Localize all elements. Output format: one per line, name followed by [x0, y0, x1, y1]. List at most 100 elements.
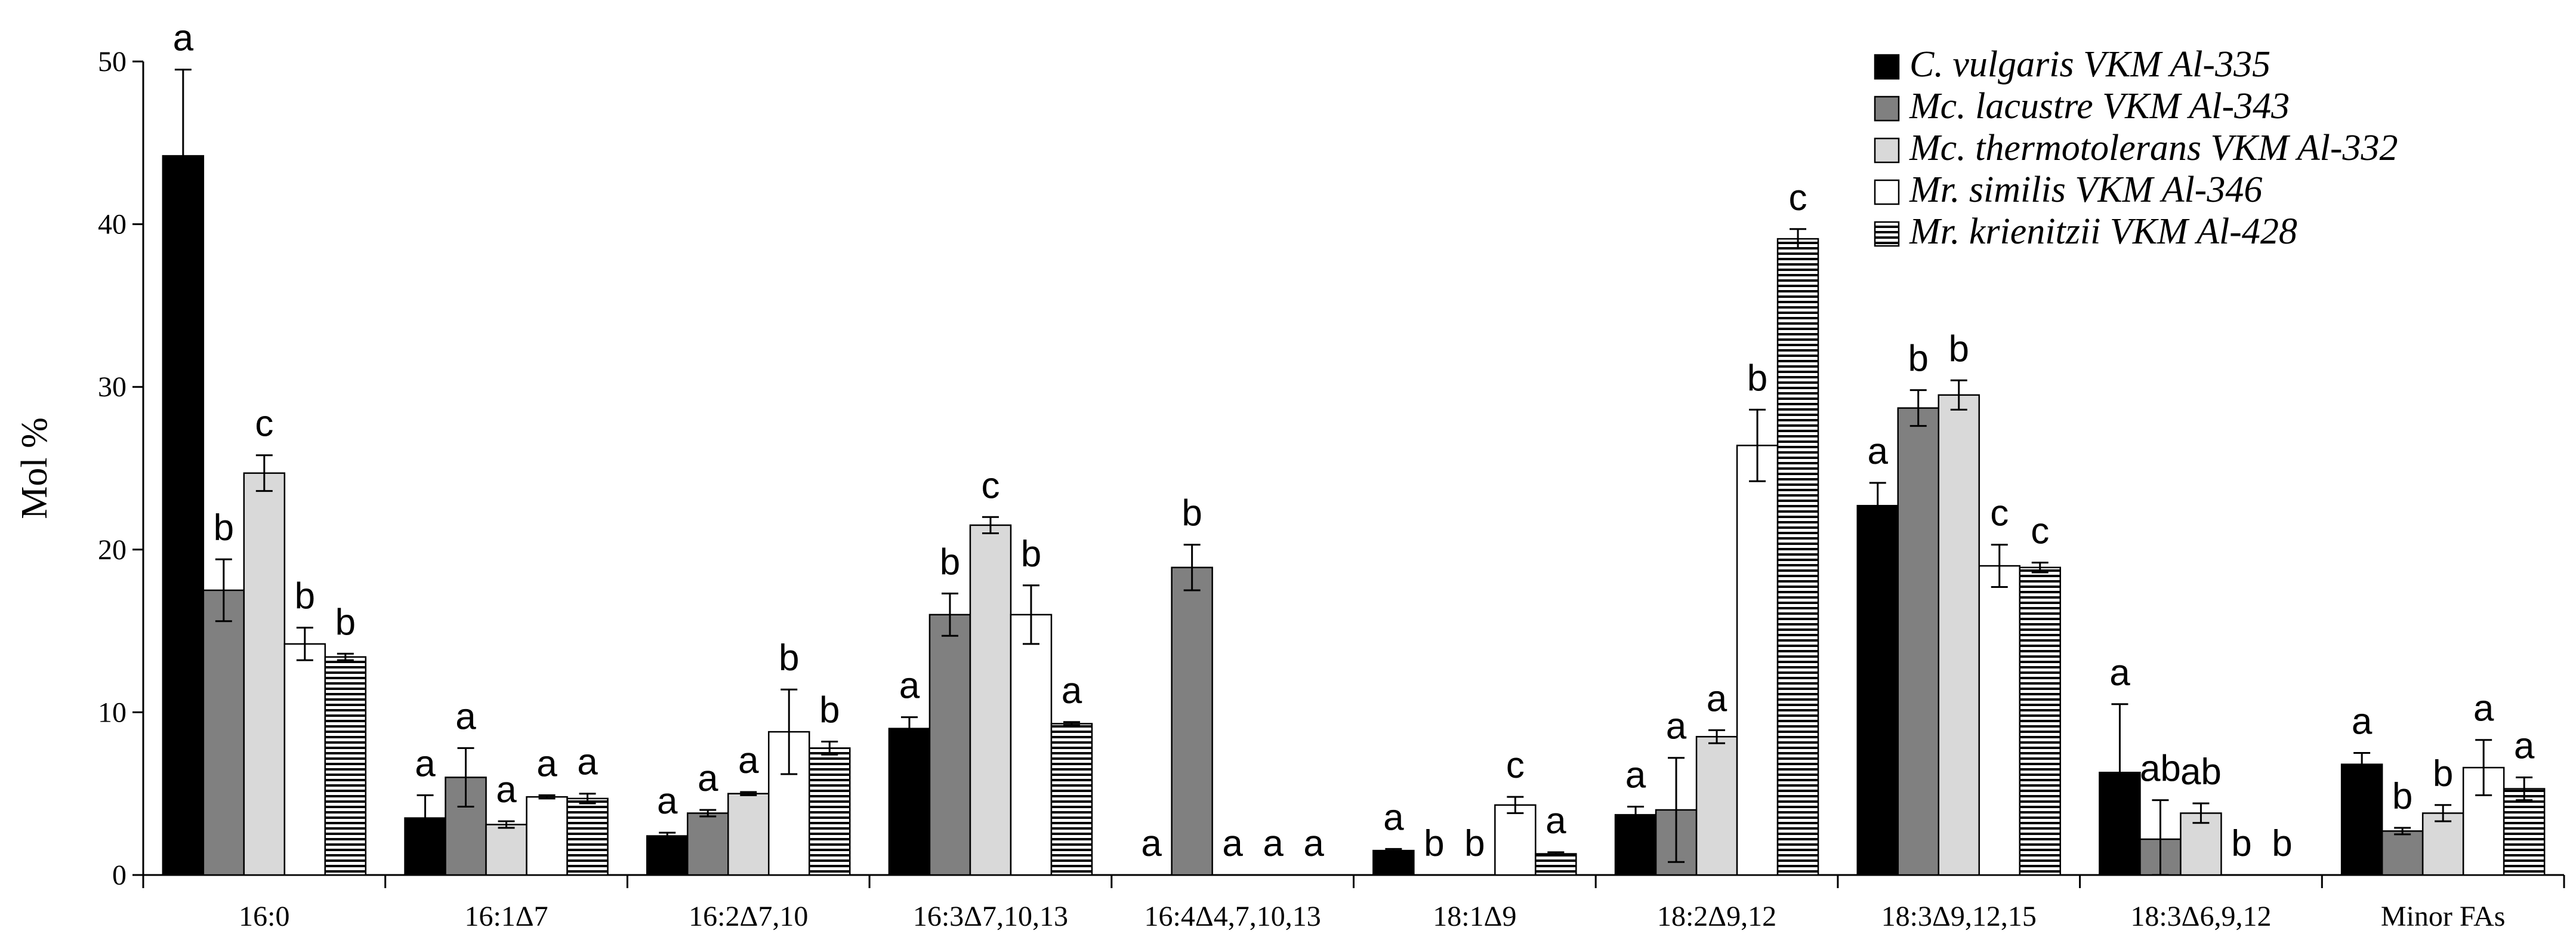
y-tick-label: 0 [112, 859, 127, 891]
significance-label: a [1222, 823, 1243, 864]
significance-label: ab [2140, 748, 2181, 790]
bar [526, 796, 568, 876]
bar [1736, 445, 1779, 876]
x-tick-label: 16:0 [239, 901, 289, 932]
significance-label: a [2352, 701, 2373, 742]
legend-swatch [1874, 221, 1900, 247]
legend-label: Mc. lacustre VKM Al-343 [1909, 86, 2290, 127]
significance-label: a [1868, 431, 1889, 472]
bar [324, 656, 367, 876]
significance-label: b [295, 576, 315, 617]
significance-label: b [1181, 493, 1202, 534]
bar [2019, 566, 2061, 876]
significance-label: a [698, 758, 718, 799]
x-tick-label: 16:2Δ7,10 [689, 901, 808, 932]
bar [2421, 812, 2464, 876]
bar [1494, 804, 1537, 876]
y-tick-label: 30 [98, 371, 127, 403]
y-axis-title: Mol % [14, 417, 55, 519]
significance-label: a [1263, 823, 1284, 864]
bar [1776, 238, 1819, 876]
significance-label: b [1021, 534, 1041, 575]
bar [1171, 566, 1213, 876]
bar [485, 824, 527, 876]
bar [1695, 736, 1738, 876]
legend-swatch [1874, 137, 1900, 164]
bar [2503, 788, 2546, 876]
significance-label: b [940, 541, 960, 583]
significance-label: a [2109, 652, 2130, 694]
significance-label: b [214, 507, 234, 549]
significance-label: b [2392, 776, 2413, 817]
significance-label: b [1747, 358, 1767, 399]
x-tick-label: 16:1Δ7 [464, 901, 548, 932]
bar [928, 614, 971, 876]
bar [1535, 853, 1577, 876]
significance-label: b [819, 689, 840, 731]
bar [2340, 763, 2383, 876]
significance-label: a [1545, 800, 1566, 842]
bar [1614, 814, 1657, 876]
significance-label: b [779, 637, 799, 679]
bar [888, 728, 931, 876]
legend-label: Mc. thermotolerans VKM Al-332 [1909, 128, 2398, 168]
bar [202, 589, 245, 876]
significance-label: a [738, 740, 759, 781]
bar [727, 793, 770, 876]
significance-label: a [536, 743, 557, 784]
bar [1372, 849, 1415, 876]
y-tick-label: 40 [98, 209, 127, 241]
significance-label: a [1666, 706, 1687, 747]
bar [283, 643, 326, 876]
legend-swatch [1874, 179, 1900, 205]
significance-label: a [455, 696, 476, 737]
significance-label: b [335, 602, 356, 643]
significance-label: a [1383, 797, 1404, 838]
significance-label: a [1707, 678, 1727, 719]
y-tick-label: 50 [98, 46, 127, 78]
legend-swatch [1874, 54, 1900, 80]
bar [2381, 830, 2424, 876]
significance-label: ab [2180, 751, 2222, 793]
bar [1978, 565, 2020, 876]
significance-label: a [2514, 725, 2535, 766]
significance-label: a [496, 769, 517, 811]
significance-label: a [415, 743, 436, 784]
x-tick-label: 18:3Δ6,9,12 [2130, 901, 2271, 932]
significance-label: c [1506, 745, 1525, 786]
significance-label: c [255, 403, 273, 445]
significance-label: b [1949, 328, 1969, 369]
significance-label: c [981, 465, 999, 506]
significance-label: a [173, 18, 194, 59]
x-tick-label: 16:3Δ7,10,13 [913, 901, 1068, 932]
bar [566, 797, 609, 876]
bar [1938, 394, 1980, 876]
y-tick-label: 10 [98, 697, 127, 728]
legend-swatch [1874, 95, 1900, 122]
significance-label: c [2031, 511, 2049, 552]
significance-label: c [1990, 493, 2009, 534]
significance-label: b [2231, 823, 2251, 864]
significance-label: a [2473, 688, 2494, 729]
bar [162, 155, 205, 876]
bar [1897, 407, 1939, 876]
legend-label: Mr. krienitzii VKM Al-428 [1909, 211, 2297, 252]
significance-label: a [1141, 823, 1162, 864]
significance-label: a [1625, 755, 1646, 796]
y-tick-label: 20 [98, 534, 127, 566]
bar [969, 524, 1012, 876]
x-tick-label: Minor FAs [2381, 901, 2505, 932]
significance-label: c [1789, 177, 1807, 218]
x-tick-label: 18:3Δ9,12,15 [1881, 901, 2037, 932]
legend-label: C. vulgaris VKM Al-335 [1909, 44, 2270, 85]
significance-label: b [2433, 753, 2453, 794]
bar [646, 835, 689, 876]
x-tick-label: 16:4Δ4,7,10,13 [1144, 901, 1321, 932]
x-tick-label: 18:2Δ9,12 [1657, 901, 1776, 932]
significance-label: b [2272, 823, 2292, 864]
significance-label: b [1424, 823, 1444, 864]
bar [1856, 504, 1899, 876]
significance-label: a [657, 781, 678, 822]
bar [1010, 614, 1053, 876]
